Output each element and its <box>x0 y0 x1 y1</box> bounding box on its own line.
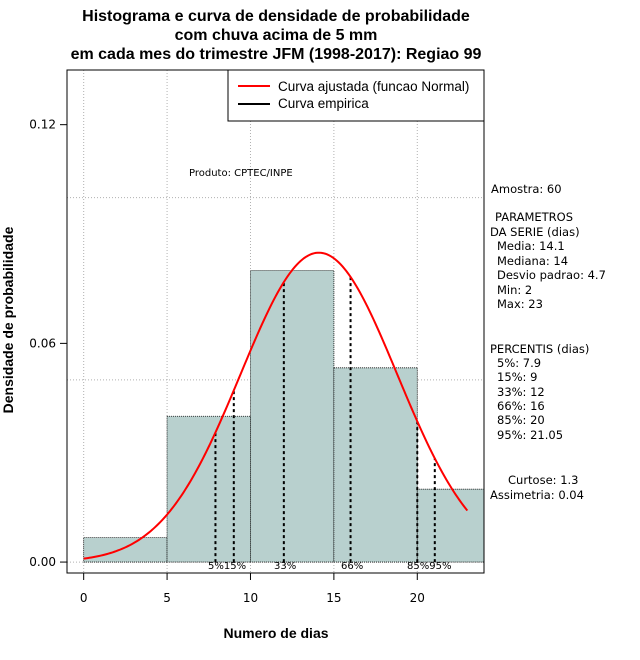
chart-title-line-1: Histograma e curva de densidade de proba… <box>82 8 470 25</box>
x-axis-label: Numero de dias <box>223 625 328 641</box>
assimetria: Assimetria: 0.04 <box>490 488 584 502</box>
param-desvio: Desvio padrao: 4.7 <box>497 268 606 282</box>
legend-box <box>227 69 485 122</box>
y-axis-label: Densidade de probabilidade <box>0 226 16 413</box>
chart-title-line-3: em cada mes do trimestre JFM (1998-2017)… <box>71 46 482 63</box>
percentis-title: PERCENTIS (dias) <box>490 342 589 356</box>
y-tick-label: 0.06 <box>29 336 56 350</box>
chart-title-line-2: com chuva acima de 5 mm <box>175 27 378 44</box>
percentil-85: 85%: 20 <box>497 413 545 427</box>
histogram-bar <box>83 537 168 563</box>
stats-panel: Amostra: 60 PARAMETROS DA SERIE (dias) M… <box>490 182 606 502</box>
param-media: Media: 14.1 <box>497 239 565 253</box>
param-max: Max: 23 <box>497 297 543 311</box>
y-axis: 0.00 0.06 0.12 <box>29 118 68 569</box>
y-tick-label: 0.00 <box>29 555 56 569</box>
y-tick-label: 0.12 <box>29 118 56 132</box>
sample-size: Amostra: 60 <box>491 182 562 196</box>
x-tick-label: 5 <box>163 591 171 605</box>
param-mediana: Mediana: 14 <box>497 254 568 268</box>
x-tick-label: 0 <box>80 591 88 605</box>
histogram-bar <box>166 415 251 563</box>
histogram-bars <box>83 270 485 563</box>
percentil-15: 15%: 9 <box>497 370 537 384</box>
legend-label-normal: Curva ajustada (funcao Normal) <box>278 79 469 94</box>
x-tick-label: 20 <box>410 591 425 605</box>
percentile-label-33: 33% <box>274 561 296 572</box>
histogram-bar <box>416 488 485 563</box>
param-min: Min: 2 <box>497 283 532 297</box>
legend: Curva ajustada (funcao Normal) Curva emp… <box>227 69 485 122</box>
percentile-label-66: 66% <box>341 561 363 572</box>
histogram-bar <box>250 270 335 563</box>
percentil-66: 66%: 16 <box>497 399 545 413</box>
percentile-label-5-15: 5%15% <box>208 561 246 572</box>
histogram-bar <box>333 367 418 563</box>
percentil-33: 33%: 12 <box>497 385 545 399</box>
curtose: Curtose: 1.3 <box>508 473 578 487</box>
product-annotation: Produto: CPTEC/INPE <box>189 168 293 179</box>
params-title-1: PARAMETROS <box>495 210 573 224</box>
x-axis: 0 5 10 15 20 <box>80 572 425 605</box>
percentil-95: 95%: 21.05 <box>497 428 563 442</box>
legend-label-empirical: Curva empirica <box>278 96 369 111</box>
normal-curve <box>83 251 469 560</box>
x-tick-label: 10 <box>243 591 258 605</box>
x-tick-label: 15 <box>326 591 341 605</box>
percentile-lines <box>214 276 436 563</box>
percentile-label-85-95: 85%95% <box>407 561 451 572</box>
params-title-2: DA SERIE (dias) <box>490 225 580 239</box>
percentil-5: 5%: 7.9 <box>497 356 541 370</box>
